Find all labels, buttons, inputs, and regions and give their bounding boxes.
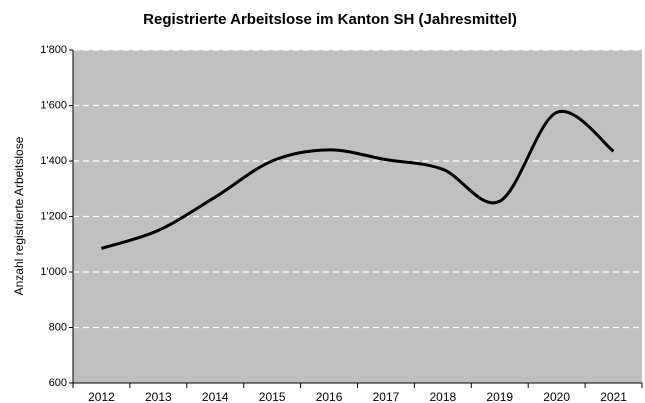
y-axis-label: Anzahl registrierte Arbeitslose: [12, 136, 26, 295]
y-tick-label: 1'600: [40, 99, 67, 111]
y-tick-label: 1'000: [40, 266, 67, 278]
x-tick-label: 2012: [88, 390, 115, 403]
x-tick-label: 2013: [145, 390, 172, 403]
y-tick-label: 1'400: [40, 155, 67, 167]
y-tick-label: 1'200: [40, 210, 67, 222]
y-tick-label: 1'800: [40, 44, 67, 56]
chart-title: Registrierte Arbeitslose im Kanton SH (J…: [143, 11, 517, 28]
x-tick-label: 2017: [373, 390, 400, 403]
x-tick-label: 2018: [429, 390, 456, 403]
x-tick-label: 2021: [600, 390, 627, 403]
y-tick-label: 800: [49, 321, 67, 333]
x-tick-label: 2019: [486, 390, 513, 403]
x-tick-label: 2016: [316, 390, 343, 403]
y-tick-label: 600: [49, 377, 67, 389]
x-tick-label: 2014: [202, 390, 229, 403]
line: [100, 109, 615, 250]
x-tick-label: 2015: [259, 390, 286, 403]
x-tick-label: 2020: [543, 390, 570, 403]
